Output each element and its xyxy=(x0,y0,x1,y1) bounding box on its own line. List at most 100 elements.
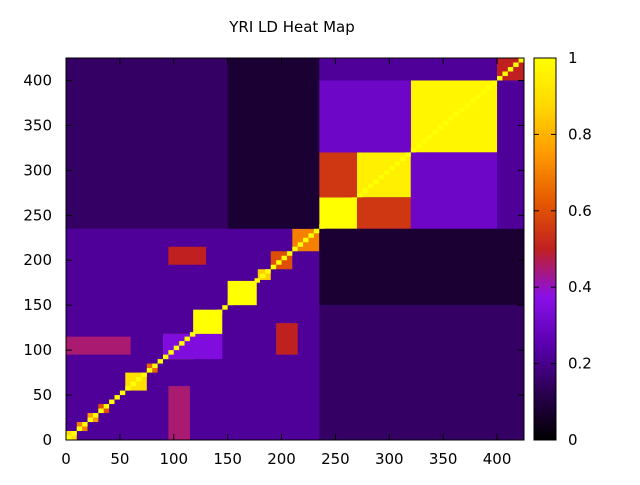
heatmap-plot-area xyxy=(65,57,525,441)
heatmap-diagonal-cell xyxy=(383,170,390,175)
y-tick-label: 300 xyxy=(23,161,52,179)
heatmap-diagonal-cell xyxy=(394,161,401,166)
heatmap-diagonal-cell xyxy=(351,197,357,202)
colorbar-tick-label: 1 xyxy=(568,49,578,67)
y-tick-label: 400 xyxy=(23,71,52,89)
heatmap-diagonal-cell xyxy=(233,296,239,301)
heatmap-diagonal-cell xyxy=(373,179,379,184)
heatmap-diagonal-cell xyxy=(119,390,126,396)
heatmap-diagonal-cell xyxy=(330,215,336,220)
plot-frame xyxy=(65,57,525,441)
x-axis: 0 50 100 150 200 250 300 350 400 xyxy=(61,58,511,468)
y-tick-label: 200 xyxy=(23,251,52,269)
heatmap-diagonal-cell xyxy=(367,183,374,189)
heatmap-diagonal-cell xyxy=(416,143,422,148)
heatmap-diagonal-cell xyxy=(427,134,433,139)
heatmap-diagonal-cell xyxy=(356,192,363,198)
heatmap-diagonal-cell xyxy=(87,417,93,423)
heatmap-diagonal-cell xyxy=(453,111,460,117)
heatmap-diagonal-cell xyxy=(125,386,131,391)
heatmap-diagonal-cell xyxy=(76,426,83,432)
heatmap-diagonal-cell xyxy=(303,237,309,243)
heatmap-diagonal-cell xyxy=(470,98,476,103)
heatmap-diagonal-cell xyxy=(313,228,320,234)
heatmap-diagonal-cell xyxy=(346,201,352,207)
heatmap-block-16 xyxy=(319,152,357,198)
x-tick-label: 150 xyxy=(213,450,242,468)
heatmap-diagonal-cell xyxy=(319,224,325,229)
heatmap-diagonal-cell xyxy=(480,89,487,94)
heatmap-diagonal-cell xyxy=(146,368,153,373)
heatmap-block-24 xyxy=(276,323,298,355)
x-tick-label: 300 xyxy=(375,450,404,468)
heatmap-diagonal-cell xyxy=(443,120,449,126)
heatmap-diagonal-cell xyxy=(168,350,174,355)
heatmap-diagonal-cell xyxy=(222,305,228,310)
heatmap-diagonal-cell xyxy=(92,413,99,418)
heatmap-diagonal-cell xyxy=(324,219,331,225)
heatmap-diagonal-cell xyxy=(276,260,282,265)
heatmap-diagonal-cell xyxy=(71,431,77,436)
heatmap-diagonal-cell xyxy=(518,58,524,63)
heatmap-diagonal-cell xyxy=(286,251,293,256)
heatmap-diagonal-cell xyxy=(157,359,163,364)
heatmap-diagonal-cell xyxy=(141,372,147,378)
heatmap-block-27 xyxy=(66,58,228,229)
heatmap-block-28 xyxy=(319,305,524,440)
heatmap-block-23 xyxy=(168,246,207,265)
colorbar: 0 0.2 0.4 0.6 0.8 1 xyxy=(533,49,592,449)
x-tick-label: 400 xyxy=(483,450,512,468)
heatmap-diagonal-cell xyxy=(200,323,207,328)
y-tick-label: 50 xyxy=(33,386,52,404)
heatmap-diagonal-cell xyxy=(152,363,158,369)
heatmap-diagonal-cell xyxy=(513,62,519,67)
heatmap-diagonal-cell xyxy=(475,93,481,99)
heatmap-diagonal-cell xyxy=(254,278,260,283)
y-tick-label: 150 xyxy=(23,296,52,314)
heatmap-diagonal-cell xyxy=(243,287,250,292)
heatmap-diagonal-cell xyxy=(297,242,304,247)
heatmap-diagonal-cell xyxy=(227,300,234,306)
heatmap-diagonal-cell xyxy=(66,435,72,440)
heatmap-diagonal-cell xyxy=(437,125,444,130)
y-axis: 0 50 100 150 200 250 300 350 400 xyxy=(23,71,524,449)
heatmap-diagonal xyxy=(66,58,524,440)
heatmap-diagonal-cell xyxy=(130,381,137,387)
heatmap-diagonal-cell xyxy=(195,327,201,333)
heatmap-diagonal-cell xyxy=(249,282,255,288)
colorbar-tick-label: 0 xyxy=(568,431,578,449)
heatmap-diagonal-cell xyxy=(270,264,277,270)
colorbar-tick-label: 0.6 xyxy=(568,202,592,220)
heatmap-diagonal-cell xyxy=(206,318,212,324)
heatmap-diagonal-cell xyxy=(432,129,438,135)
heatmap-diagonal-cell xyxy=(421,138,428,144)
heatmap-diagonal-cell xyxy=(448,116,454,121)
heatmap-diagonal-cell xyxy=(238,291,244,297)
colorbar-ticks: 0 0.2 0.4 0.6 0.8 1 xyxy=(534,49,592,449)
heatmap-diagonal-cell xyxy=(173,345,180,351)
heatmap-diagonal-cell xyxy=(400,156,406,162)
heatmap-diagonal-cell xyxy=(281,255,287,261)
heatmap-block-17 xyxy=(356,197,411,229)
heatmap-diagonal-cell xyxy=(507,66,514,72)
heatmap-diagonal-cell xyxy=(179,341,185,346)
heatmap-diagonal-cell xyxy=(362,188,368,193)
heatmap-diagonal-cell xyxy=(265,269,271,274)
heatmap-block-20 xyxy=(162,333,223,360)
heatmap-diagonal-cell xyxy=(98,408,104,414)
x-tick-label: 50 xyxy=(110,450,129,468)
heatmap-block-21 xyxy=(66,336,131,355)
x-tick-label: 100 xyxy=(159,450,188,468)
heatmap-diagonal-cell xyxy=(82,422,88,427)
heatmap-diagonal-cell xyxy=(405,152,411,157)
heatmap-diagonal-cell xyxy=(259,273,266,279)
x-tick-label: 250 xyxy=(321,450,350,468)
x-tick-label: 350 xyxy=(429,450,458,468)
y-tick-label: 0 xyxy=(42,431,52,449)
heatmap-diagonal-cell xyxy=(410,147,417,153)
heatmap-diagonal-cell xyxy=(389,165,395,171)
heatmap-block-18 xyxy=(319,80,411,153)
heatmap-block-19 xyxy=(410,152,498,229)
heatmap-diagonal-cell xyxy=(491,80,498,85)
